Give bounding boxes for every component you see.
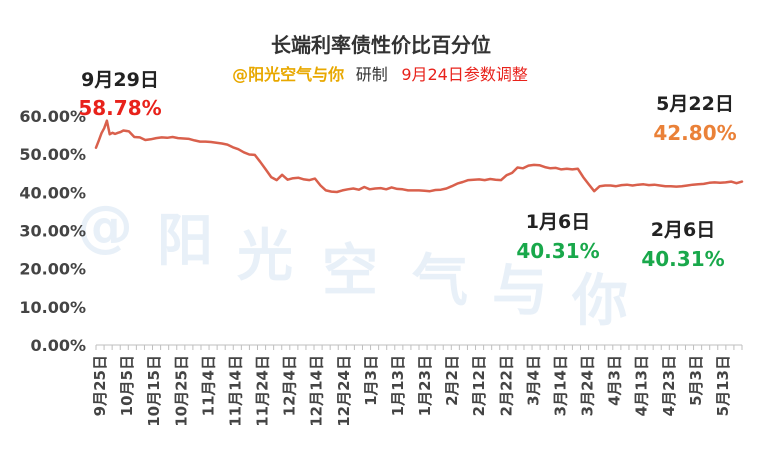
subtitle-author: @阳光空气与你 <box>232 65 344 84</box>
x-tick-label: 1月23日 <box>416 355 434 416</box>
y-axis: 0.00% 10.00% 20.00% 30.00% 40.00% 50.00% 60.00… <box>19 107 86 355</box>
watermark-char: 光 <box>237 224 293 289</box>
x-tick-label: 5月13日 <box>714 355 732 416</box>
x-tick-label: 4月3日 <box>606 355 624 406</box>
x-tick-label: 9月25日 <box>91 355 109 416</box>
series-line <box>94 119 744 194</box>
x-tick-label: 12月14日 <box>308 355 326 427</box>
x-tick-label: 2月2日 <box>443 355 461 406</box>
annotation-value: 42.80% <box>653 121 736 145</box>
x-tick-label: 3月14日 <box>551 355 569 416</box>
watermark-char: 空 <box>322 239 378 304</box>
annotation-date: 2月6日 <box>651 219 715 241</box>
x-tick-label: 3月24日 <box>579 355 597 416</box>
watermark-char: 与 <box>492 259 548 324</box>
annotation-layer: 9月29日 58.78% 1月6日 40.31% 2月6日 40.31% 5月22日 42.8… <box>78 69 736 271</box>
x-tick-label: 11月14日 <box>226 355 244 427</box>
x-tick-label: 10月15日 <box>145 355 163 427</box>
annotation-value: 58.78% <box>78 96 161 120</box>
y-tick-label: 0.00% <box>30 336 86 355</box>
subtitle-mid: 研制 <box>356 65 388 84</box>
annotation-value: 40.31% <box>641 247 724 271</box>
watermark-char: 阳 <box>157 209 213 274</box>
x-tick-label: 12月24日 <box>335 355 353 427</box>
x-tick-label: 5月3日 <box>687 355 705 406</box>
annotation-value: 40.31% <box>516 239 599 263</box>
watermark-char: @ <box>77 194 133 259</box>
watermark: @ 阳光空气与你 <box>77 194 628 334</box>
x-tick-label: 4月13日 <box>633 355 651 416</box>
y-tick-label: 20.00% <box>19 260 86 279</box>
x-tick-label: 12月4日 <box>281 355 299 416</box>
y-tick-label: 30.00% <box>19 222 86 241</box>
annotation-date: 1月6日 <box>526 211 590 233</box>
y-tick-label: 60.00% <box>19 107 86 126</box>
x-axis: 9月25日 10月5日 10月15日 10月25日 11月4日 11月14日 11月24日 1… <box>91 344 743 427</box>
series-layer <box>94 119 744 194</box>
subtitle-note: 9月24日参数调整 <box>401 65 528 84</box>
y-tick-label: 40.00% <box>19 183 86 202</box>
annotation-date: 9月29日 <box>81 69 159 91</box>
x-tick-label: 1月3日 <box>362 355 380 406</box>
annotation-date: 5月22日 <box>656 93 734 115</box>
x-tick-label: 10月5日 <box>118 355 136 416</box>
watermark-char: 你 <box>571 269 628 334</box>
x-tick-label: 2月22日 <box>497 355 515 416</box>
x-tick-label: 2月12日 <box>470 355 488 416</box>
watermark-char: 气 <box>412 249 468 314</box>
y-tick-label: 10.00% <box>19 298 86 317</box>
y-tick-label: 50.00% <box>19 145 86 164</box>
x-tick-label: 11月24日 <box>254 355 272 427</box>
x-tick-label: 3月4日 <box>524 355 542 406</box>
chart-title: 长端利率债性价比百分位 <box>271 33 491 57</box>
x-tick-label: 10月25日 <box>172 355 190 427</box>
x-tick-label: 4月23日 <box>660 355 678 416</box>
x-tick-label: 1月13日 <box>389 355 407 416</box>
chart-subtitle: @阳光空气与你 研制 9月24日参数调整 <box>232 65 528 84</box>
x-tick-label: 11月4日 <box>199 355 217 416</box>
